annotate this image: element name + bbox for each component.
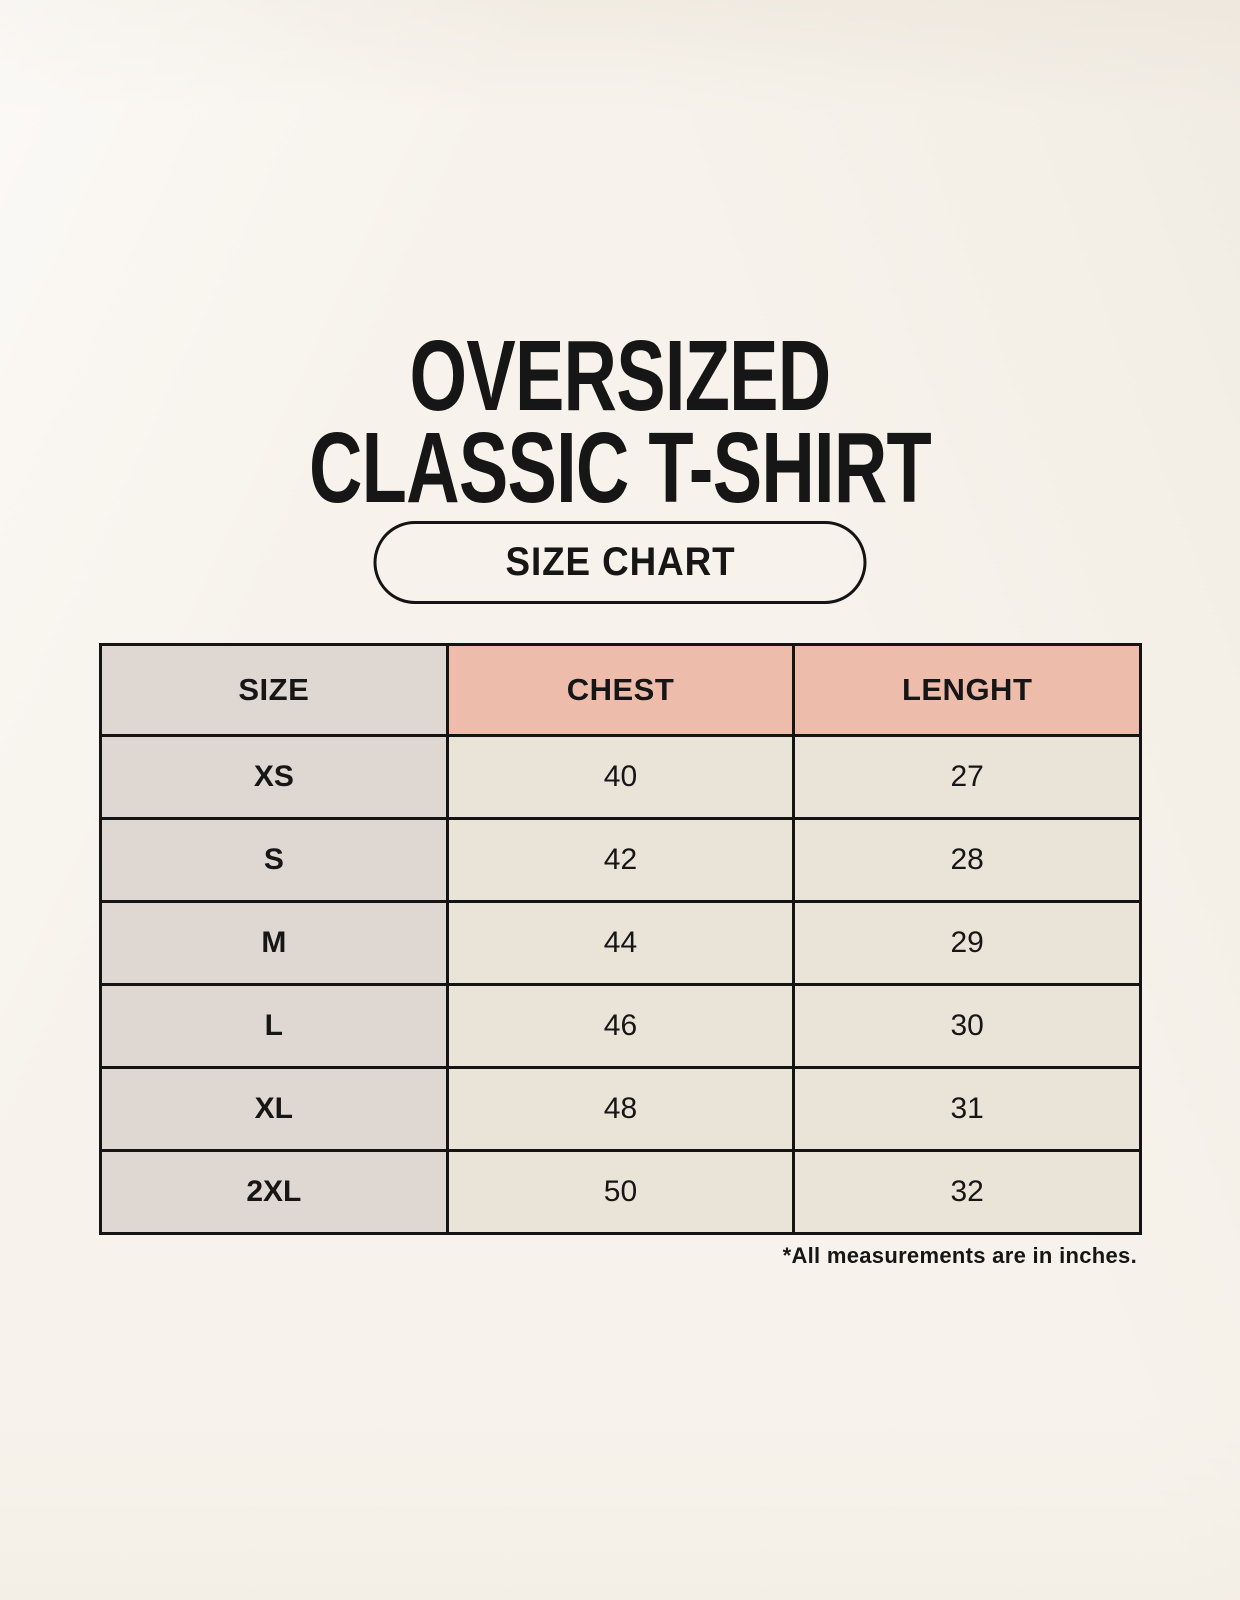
- size-label: XL: [99, 1066, 449, 1152]
- size-label: S: [99, 817, 449, 903]
- column-header-size: SIZE: [99, 643, 449, 737]
- chest-value: 42: [445, 817, 796, 903]
- chest-value: 48: [445, 1066, 796, 1152]
- length-value: 27: [792, 734, 1142, 820]
- length-value: 29: [792, 900, 1142, 986]
- table-row: XL 48 31: [99, 1066, 1142, 1152]
- table-row: S 42 28: [99, 817, 1142, 903]
- size-chart-button[interactable]: SIZE CHART: [373, 521, 867, 604]
- page-title: OVERSIZED CLASSIC T-SHIRT: [161, 320, 1079, 524]
- table-row: XS 40 27: [99, 734, 1142, 820]
- length-value: 28: [792, 817, 1142, 903]
- table-header-row: SIZE CHEST LENGHT: [99, 643, 1142, 737]
- column-header-length: LENGHT: [792, 643, 1142, 737]
- table-row: M 44 29: [99, 900, 1142, 986]
- chest-value: 40: [445, 734, 796, 820]
- chest-value: 46: [445, 983, 796, 1069]
- page-title-line-2: CLASSIC T-SHIRT: [308, 412, 932, 524]
- chest-value: 50: [445, 1149, 796, 1235]
- table-row: 2XL 50 32: [99, 1149, 1142, 1235]
- chest-value: 44: [445, 900, 796, 986]
- size-label: 2XL: [99, 1149, 449, 1235]
- column-header-chest: CHEST: [445, 643, 796, 737]
- length-value: 31: [792, 1066, 1142, 1152]
- length-value: 30: [792, 983, 1142, 1069]
- size-label: L: [99, 983, 449, 1069]
- size-chart-table: SIZE CHEST LENGHT XS 40 27 S 42 28 M 44 …: [99, 643, 1142, 1235]
- size-label: XS: [99, 734, 449, 820]
- size-label: M: [99, 900, 449, 986]
- size-chart-button-label: SIZE CHART: [505, 540, 735, 584]
- length-value: 32: [792, 1149, 1142, 1235]
- page-title-line-1: OVERSIZED: [409, 320, 832, 432]
- measurements-note: *All measurements are in inches.: [782, 1243, 1137, 1268]
- table-row: L 46 30: [99, 983, 1142, 1069]
